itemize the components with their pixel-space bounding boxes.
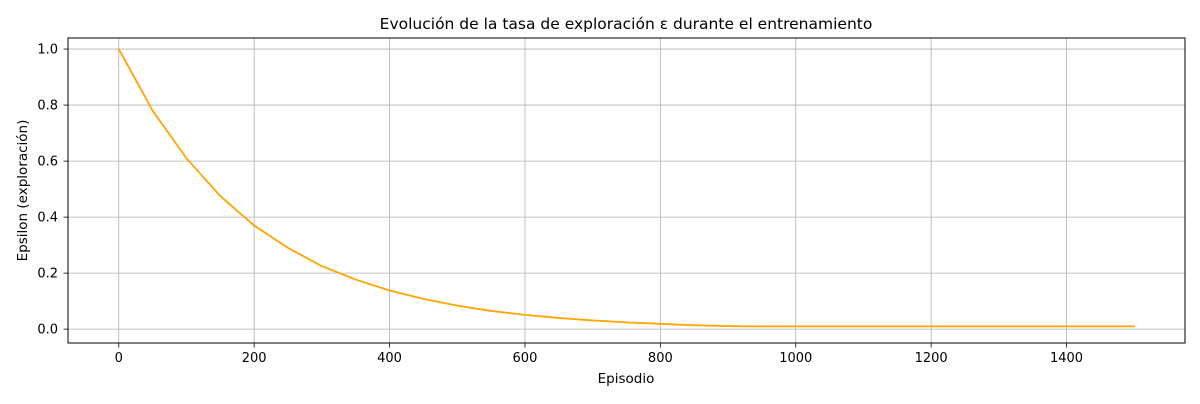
y-tick-label: 0.6: [37, 155, 58, 170]
y-tick-label: 1.0: [37, 43, 58, 58]
x-tick-label: 600: [513, 351, 538, 366]
chart-title: Evolución de la tasa de exploración ε du…: [380, 15, 873, 33]
series-layer: [117, 48, 1136, 328]
y-tick-label: 0.4: [37, 211, 58, 226]
y-tick-label: 0.8: [37, 99, 58, 114]
y-tick-label: 0.0: [37, 323, 58, 338]
ticks: 0 200 400 600 800 1000 1200 1400 0.0 0.2 0.4 0.6 0.8…: [37, 43, 1083, 366]
x-tick-label: 400: [377, 351, 402, 366]
x-tick-label: 200: [242, 351, 267, 366]
x-tick-label: 800: [648, 351, 673, 366]
x-tick-label: 1200: [915, 351, 948, 366]
x-tick-label: 1400: [1050, 351, 1083, 366]
series-line: [117, 48, 1136, 328]
plot-background: [68, 38, 1185, 343]
y-axis-label: Epsilon (exploración): [15, 120, 31, 262]
plot-frame: [67, 37, 1186, 344]
x-axis-label: Episodio: [598, 371, 655, 387]
x-tick-label: 0: [115, 351, 123, 366]
y-tick-label: 0.2: [37, 267, 58, 282]
grid: [68, 38, 1185, 343]
x-tick-label: 1000: [779, 351, 812, 366]
